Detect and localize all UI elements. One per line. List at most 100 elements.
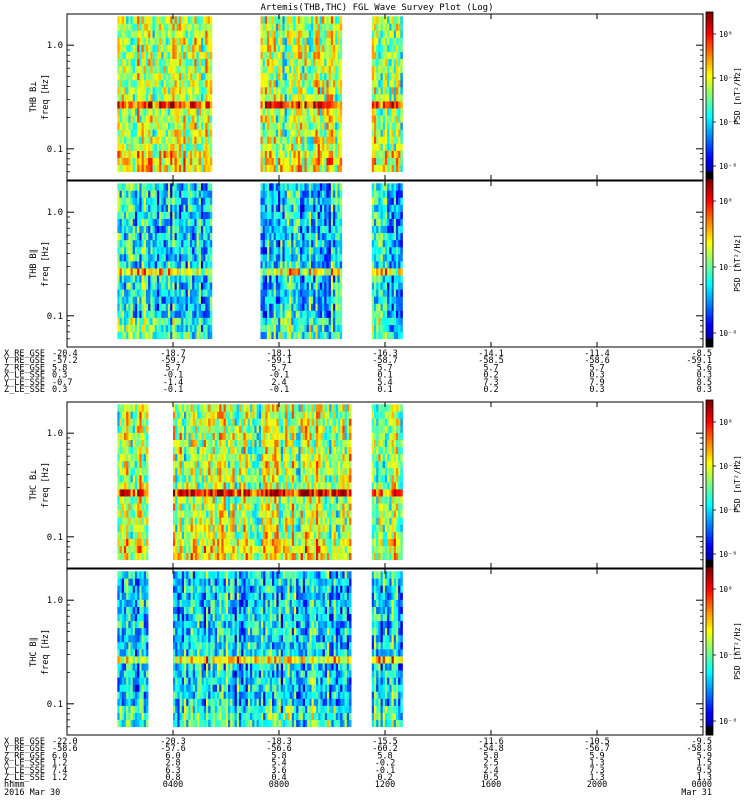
spectrogram-cell: [174, 211, 178, 219]
spectrogram-cell: [384, 324, 388, 333]
spectrogram-cell: [159, 164, 162, 173]
spectrogram-cell: [145, 79, 149, 88]
spectrogram-cell: [393, 65, 397, 74]
spectrogram-cell: [295, 190, 299, 198]
spectrogram-cell: [297, 101, 301, 109]
spectrogram-cell: [302, 331, 305, 340]
spectrogram-cell: [128, 239, 131, 248]
spectrogram-cell: [393, 101, 397, 109]
spectrogram-cell: [121, 303, 125, 311]
spectrogram-cell: [289, 150, 292, 158]
spectrogram-cell: [185, 218, 189, 227]
spectrogram-cell: [145, 86, 149, 95]
spectrogram-cell: [308, 143, 312, 151]
spectrogram-cell: [210, 467, 213, 476]
spectrogram-cell: [275, 246, 279, 255]
spectrogram-cell: [117, 531, 120, 539]
spectrogram-cell: [199, 503, 202, 511]
spectrogram-cell: [187, 310, 191, 318]
spectrogram-cell: [330, 218, 334, 227]
spectrogram-cell: [271, 183, 274, 191]
spectrogram-cell: [161, 246, 164, 255]
spectrogram-cell: [134, 418, 138, 426]
spectrogram-cell: [117, 275, 120, 283]
spectrogram-cell: [271, 58, 274, 67]
spectrogram-cell: [339, 246, 343, 255]
spectrogram-cell: [262, 108, 266, 116]
spectrogram-cell: [143, 261, 147, 269]
spectrogram-cell: [311, 86, 314, 95]
spectrogram-cell: [128, 496, 131, 504]
spectrogram-cell: [304, 246, 307, 255]
spectrogram-cell: [194, 94, 197, 102]
spectrogram-cell: [172, 317, 175, 325]
spectrogram-cell: [119, 289, 123, 297]
spectrogram-cell: [304, 275, 307, 283]
spectrogram-cell: [382, 253, 386, 262]
spectrogram-cell: [210, 439, 213, 448]
spectrogram-cell: [282, 30, 285, 38]
spectrogram-cell: [117, 282, 120, 290]
spectrogram-cell: [223, 482, 227, 490]
spectrogram-cell: [289, 108, 292, 116]
spectrogram-cell: [280, 289, 283, 297]
spectrogram-cell: [269, 129, 272, 137]
spectrogram-cell: [282, 204, 285, 212]
spectrogram-cell: [264, 310, 268, 318]
spectrogram-cell: [262, 51, 266, 60]
spectrogram-cell: [172, 150, 175, 158]
spectrogram-cell: [128, 115, 131, 123]
spectrogram-cell: [181, 136, 184, 144]
spectrogram-cell: [123, 503, 127, 511]
spectrogram-cell: [398, 108, 401, 116]
spectrogram-cell: [373, 23, 377, 31]
spectrogram-cell: [378, 150, 381, 158]
spectrogram-cell: [126, 232, 129, 241]
spectrogram-cell: [174, 58, 178, 67]
spectrogram-cell: [328, 16, 332, 24]
spectrogram-cell: [400, 108, 403, 116]
spectrogram-cell: [214, 524, 218, 532]
spectrogram-cell: [187, 282, 191, 290]
spectrogram-cell: [308, 331, 312, 340]
spectrogram-cell: [282, 261, 285, 269]
spectrogram-cell: [317, 218, 321, 227]
spectrogram-cell: [123, 404, 127, 412]
spectrogram-cell: [181, 122, 184, 130]
spectrogram-cell: [143, 44, 147, 52]
spectrogram-cell: [378, 324, 381, 333]
spectrogram-cell: [141, 51, 145, 60]
spectrogram-cell: [121, 122, 125, 130]
spectrogram-cell: [123, 115, 127, 123]
spectrogram-cell: [194, 282, 197, 290]
spectrogram-cell: [293, 23, 296, 31]
spectrogram-cell: [391, 204, 395, 212]
spectrogram-cell: [376, 289, 379, 297]
spectrogram-cell: [286, 310, 290, 318]
spectrogram-cell: [199, 425, 202, 433]
spectrogram-cell: [326, 72, 329, 81]
spectrogram-cell: [179, 474, 183, 483]
spectrogram-cell: [289, 129, 292, 137]
spectrogram-cell: [181, 86, 184, 95]
spectrogram-cell: [291, 23, 294, 31]
spectrogram-cell: [156, 30, 160, 38]
spectrogram-cell: [371, 268, 375, 276]
spectrogram-cell: [203, 16, 206, 24]
spectrogram-cell: [181, 282, 184, 290]
spectrogram-cell: [117, 460, 120, 469]
spectrogram-cell: [297, 183, 301, 191]
spectrogram-cell: [185, 275, 189, 283]
spectrogram-cell: [284, 303, 288, 311]
spectrogram-cell: [275, 239, 279, 248]
spectrogram-cell: [214, 432, 218, 440]
spectrogram-cell: [333, 232, 336, 241]
spectrogram-cell: [371, 122, 375, 130]
spectrogram-cell: [304, 317, 307, 325]
spectrogram-cell: [328, 225, 332, 234]
spectrogram-cell: [196, 164, 200, 173]
spectrogram-cell: [143, 317, 147, 325]
spectrogram-cell: [210, 425, 213, 433]
spectrogram-cell: [132, 108, 136, 116]
spectrogram-cell: [150, 51, 153, 60]
